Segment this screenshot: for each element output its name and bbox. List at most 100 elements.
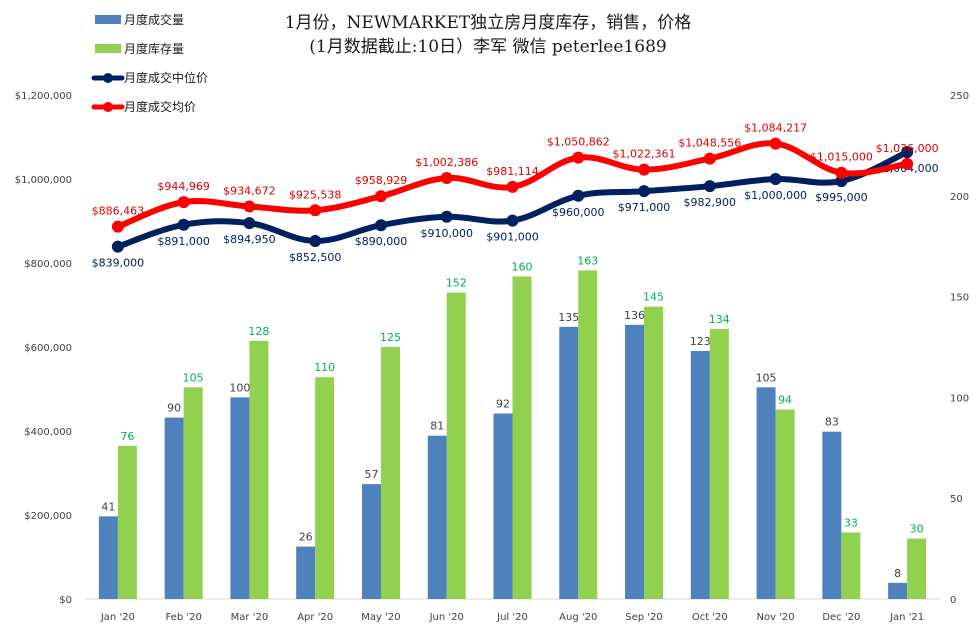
- average-price-point: [835, 166, 848, 179]
- bar-data-label: 125: [380, 331, 401, 344]
- legend-swatch: [95, 44, 121, 53]
- median-price-point: [572, 189, 585, 202]
- legend-label: 月度库存量: [124, 41, 184, 56]
- price-data-label: $934,672: [223, 184, 276, 197]
- price-data-label: $1,015,000: [810, 151, 873, 164]
- x-axis-tick-label: Jun '20: [429, 612, 464, 623]
- bar-inventory: [578, 270, 598, 599]
- median-price-point: [177, 218, 190, 231]
- bar-inventory: [446, 292, 466, 599]
- price-data-label: $1,022,361: [613, 148, 676, 161]
- x-axis-tick-label: Dec '20: [822, 612, 860, 623]
- bar-volume: [427, 435, 447, 599]
- price-data-label: $960,000: [552, 206, 605, 219]
- x-axis-tick-label: Jul '20: [496, 612, 528, 623]
- price-data-label: $901,000: [486, 231, 539, 244]
- bar-volume: [164, 417, 184, 599]
- price-data-label: $982,900: [684, 196, 737, 209]
- x-axis-tick-label: Mar '20: [231, 612, 269, 623]
- median-price-point: [835, 175, 848, 188]
- bar-data-label: 163: [577, 254, 598, 267]
- line-group: $839,000 $891,000 $894,950 $852,500 $890,000…: [92, 122, 939, 270]
- bar-data-label: 152: [446, 277, 467, 290]
- right-axis-tick-label: 0: [950, 595, 956, 606]
- bar-inventory: [709, 328, 729, 599]
- right-axis-tick-label: 100: [950, 393, 969, 404]
- bar-volume: [690, 351, 710, 599]
- x-axis-tick-label: Aug '20: [559, 612, 597, 623]
- price-data-label: $1,048,556: [678, 137, 741, 150]
- price-data-label: $958,929: [355, 174, 408, 187]
- bar-data-label: 128: [248, 325, 269, 338]
- bar-data-label: 83: [825, 416, 839, 429]
- right-y-axis: 0 50 100 150 200 250: [950, 91, 969, 606]
- median-price-point: [769, 173, 782, 185]
- average-price-point: [638, 163, 651, 176]
- median-price-point: [374, 219, 387, 232]
- median-price-point: [440, 210, 453, 223]
- average-price-point: [703, 152, 716, 165]
- price-data-label: $839,000: [92, 257, 145, 270]
- bar-data-label: 136: [624, 309, 645, 322]
- x-axis-tick-label: Oct '20: [692, 612, 728, 623]
- x-axis-tick-label: Jan '21: [889, 612, 924, 623]
- right-axis-tick-label: 150: [950, 293, 969, 304]
- median-price-point: [703, 180, 716, 193]
- price-data-label: $1,002,386: [415, 156, 478, 169]
- bar-inventory: [907, 538, 927, 599]
- legend-label: 月度成交均价: [124, 99, 196, 114]
- price-data-label: $971,000: [618, 201, 671, 214]
- left-axis-tick-label: $200,000: [24, 511, 72, 522]
- legend-marker: [103, 73, 113, 83]
- price-data-label: $890,000: [355, 235, 408, 248]
- average-price-point: [572, 151, 585, 164]
- left-axis-tick-label: $400,000: [24, 427, 72, 438]
- bar-inventory: [315, 377, 335, 599]
- x-axis-tick-label: Jan '20: [100, 612, 135, 623]
- legend-label: 月度成交量: [124, 12, 184, 27]
- legend-label: 月度成交中位价: [124, 70, 208, 85]
- price-data-label: $886,463: [92, 205, 145, 218]
- average-price-point: [901, 157, 914, 170]
- bar-data-label: 100: [229, 381, 250, 394]
- median-price-point: [638, 185, 651, 198]
- bar-volume: [296, 546, 316, 599]
- bar-volume: [822, 431, 842, 599]
- left-axis-tick-label: $0: [59, 595, 72, 606]
- bar-data-label: 90: [167, 402, 181, 415]
- average-price-point: [177, 196, 190, 209]
- bar-volume: [888, 582, 908, 599]
- median-price-point: [111, 240, 124, 253]
- legend-swatch: [95, 15, 121, 24]
- right-axis-tick-label: 200: [950, 192, 969, 203]
- bar-group: 41 90 100 26 57 81 92 135 136 123 105 83 8 76 105 128 11…: [98, 254, 927, 599]
- bar-inventory: [249, 340, 269, 599]
- bar-data-label: 81: [430, 420, 444, 433]
- left-axis-tick-label: $1,200,000: [15, 91, 72, 102]
- median-price-point: [901, 146, 914, 159]
- x-axis-tick-label: Feb '20: [165, 612, 201, 623]
- left-y-axis: $0 $200,000 $400,000 $600,000 $800,000 $1,000…: [15, 91, 72, 606]
- bar-inventory: [644, 306, 664, 599]
- bar-data-label: 110: [314, 361, 335, 374]
- bar-data-label: 76: [120, 430, 134, 443]
- chart-title-line1: 1月份，NEWMARKET独立房月度库存，销售，价格: [285, 13, 692, 33]
- bar-inventory: [380, 347, 400, 599]
- price-data-label: $925,538: [289, 188, 342, 201]
- price-data-label: $1,036,000: [876, 142, 939, 155]
- bar-inventory: [117, 445, 137, 599]
- price-data-label: $995,000: [815, 191, 868, 204]
- left-axis-tick-label: $600,000: [24, 343, 72, 354]
- bar-data-label: 145: [643, 291, 664, 304]
- median-price-point: [243, 217, 256, 230]
- average-price-point: [440, 171, 453, 184]
- bar-inventory: [775, 409, 795, 599]
- bar-data-label: 135: [558, 311, 579, 324]
- bar-data-label: 26: [299, 531, 313, 544]
- bar-volume: [98, 516, 118, 599]
- bar-data-label: 33: [844, 516, 858, 529]
- bar-volume: [625, 324, 645, 599]
- average-price-point: [374, 190, 387, 203]
